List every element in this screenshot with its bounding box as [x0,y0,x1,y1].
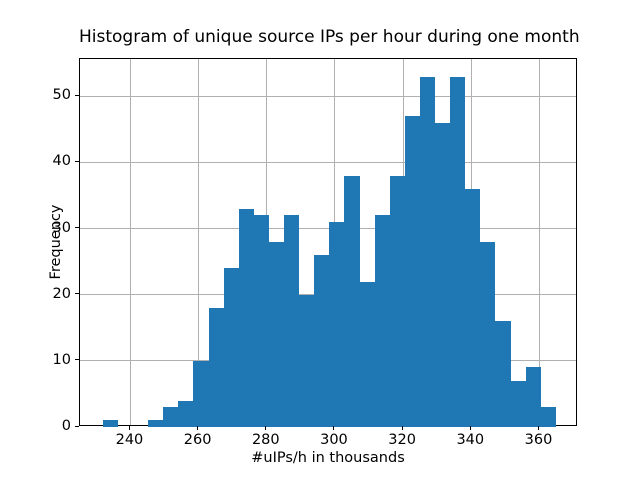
y-tick-label: 20 [52,285,71,302]
x-tick-mark [333,426,335,430]
y-tick-label: 30 [52,219,71,236]
histogram-bar [223,268,239,427]
histogram-bar [374,215,390,427]
gridline-vertical [198,59,200,425]
x-axis-label: #uIPs/h in thousands [251,450,405,466]
y-tick-mark [75,160,79,162]
histogram-bar [495,321,511,427]
x-tick-label: 240 [115,432,144,448]
x-tick-mark [128,426,130,430]
histogram-bar [389,175,405,427]
gridline-vertical [538,59,540,425]
histogram-bar [193,360,209,427]
histogram-bar [178,400,194,427]
plot-area [79,58,577,427]
histogram-bar [450,76,466,427]
histogram-bar [419,76,436,427]
gridline-vertical [129,59,131,425]
histogram-bar [329,222,345,427]
y-tick-label: 0 [61,418,71,434]
x-tick-label: 360 [524,432,553,448]
histogram-bar [525,367,541,427]
gridline-horizontal [80,95,576,97]
y-tick-mark [75,94,79,96]
chart-title: Histogram of unique source IPs per hour … [79,27,580,47]
x-tick-label: 280 [251,432,280,448]
x-tick-label: 340 [456,432,485,448]
histogram-bar [163,407,179,427]
y-tick-mark [75,425,79,427]
histogram-bar [314,255,330,427]
bars-layer [80,59,576,427]
histogram-bar [465,188,481,427]
y-tick-label: 10 [52,351,71,368]
x-tick-label: 320 [388,432,416,448]
histogram-bar [404,116,420,427]
histogram-bar [148,420,164,427]
y-tick-label: 50 [52,87,71,104]
histogram-bar [344,175,360,427]
y-tick-label: 40 [52,153,71,170]
histogram-bar [359,281,375,427]
histogram-bar [435,122,451,427]
histogram-bar [253,215,269,427]
y-tick-mark [75,227,79,229]
gridline-horizontal [80,161,576,163]
y-tick-mark [75,359,79,361]
x-tick-mark [469,426,471,430]
histogram-bar [238,208,254,427]
histogram-bar [208,307,224,427]
histogram-bar [540,407,556,427]
histogram-bar [299,294,315,427]
histogram-bar [480,241,496,427]
x-tick-mark [401,426,403,430]
gridline-horizontal [80,228,576,230]
x-tick-mark [265,426,267,430]
y-axis-label: Frequency [48,204,64,280]
histogram-bar [268,241,285,427]
histogram-bar [510,380,526,427]
histogram-bar [102,420,118,427]
x-tick-label: 260 [183,432,212,448]
x-tick-label: 300 [320,432,348,448]
x-tick-mark [197,426,199,430]
y-tick-mark [75,293,79,295]
histogram-bar [284,215,300,427]
x-tick-mark [537,426,539,430]
